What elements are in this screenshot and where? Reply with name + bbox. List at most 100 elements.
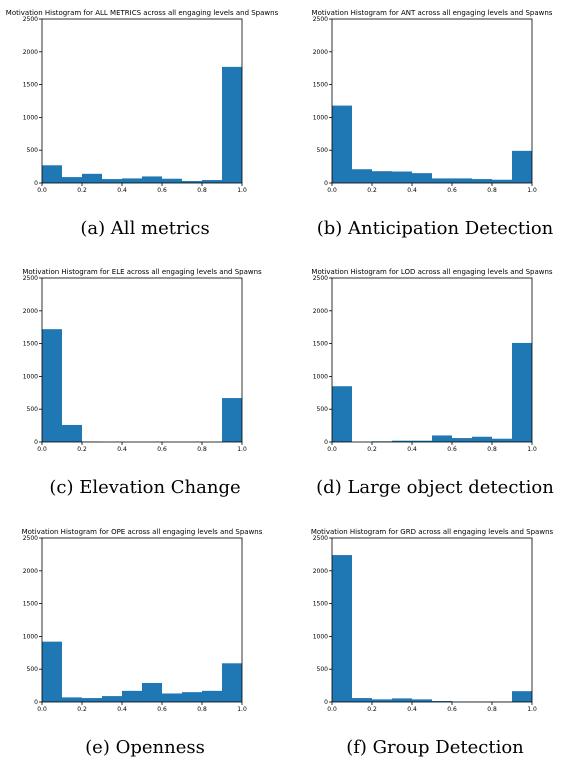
x-tick-label: 0.6 [157,706,167,713]
y-tick-label: 2500 [23,535,38,542]
x-tick-label: 0.2 [77,446,87,453]
histogram-bar [42,641,62,702]
histogram-bar [162,178,182,183]
y-tick-label: 500 [27,406,39,413]
x-tick-label: 0.0 [37,706,47,713]
histogram-bar [392,698,412,702]
histogram-bar [102,696,122,702]
caption-ant: (b) Anticipation Detection [316,218,554,239]
y-tick-label: 1000 [23,633,38,640]
caption-all-metrics: (a) All metrics [80,218,210,239]
histogram-all-metrics: Motivation Histogram for ALL METRICS acr… [6,9,279,194]
x-tick-label: 0.6 [447,446,457,453]
histogram-bar [62,697,82,702]
histogram-bar [432,435,452,442]
x-tick-label: 1.0 [237,187,247,194]
y-tick-label: 1000 [23,373,38,380]
plot-frame [331,537,533,703]
histogram-bar [162,693,182,702]
y-tick-label: 2500 [313,275,328,282]
plot-frame [41,18,243,184]
x-tick-label: 0.4 [407,187,417,194]
histogram-bar [452,178,472,183]
histogram-bar [202,690,222,702]
chart-title: Motivation Histogram for OPE across all … [22,528,263,536]
x-tick-label: 1.0 [527,706,537,713]
x-tick-label: 0.0 [327,187,337,194]
histogram-bar [492,179,512,183]
caption-lod: (d) Large object detection [316,477,554,498]
histogram-bar [222,663,242,702]
y-tick-label: 0 [324,439,328,446]
x-tick-label: 0.2 [367,706,377,713]
histogram-bar [142,176,162,183]
chart-title: Motivation Histogram for ELE across all … [22,268,262,276]
histogram-bar [222,66,242,183]
histogram-bar [352,169,372,183]
y-tick-label: 2000 [313,49,328,56]
histogram-bar [412,440,432,442]
x-tick-label: 0.2 [367,187,377,194]
y-tick-label: 500 [317,666,329,673]
histogram-bar [102,179,122,183]
y-tick-label: 1000 [313,114,328,121]
x-tick-label: 0.6 [157,446,167,453]
histogram-ant: Motivation Histogram for ANT across all … [312,9,553,194]
x-tick-label: 0.6 [447,187,457,194]
x-tick-label: 1.0 [237,446,247,453]
histogram-bar [412,699,432,702]
y-tick-label: 2500 [23,16,38,23]
plot-frame [41,277,243,443]
x-tick-label: 0.0 [327,706,337,713]
histogram-bar [42,329,62,442]
x-tick-label: 0.4 [407,446,417,453]
y-tick-label: 0 [34,439,38,446]
x-tick-label: 0.8 [197,706,207,713]
histogram-bar [512,150,532,183]
x-tick-label: 0.6 [157,187,167,194]
histogram-panel-lod: Motivation Histogram for LOD across all … [290,259,580,518]
histogram-bar [372,699,392,702]
chart-title: Motivation Histogram for GRD across all … [311,528,554,536]
y-tick-label: 1500 [313,601,328,608]
x-tick-label: 1.0 [527,187,537,194]
y-tick-label: 1000 [23,114,38,121]
x-tick-label: 0.8 [487,446,497,453]
histogram-ele: Motivation Histogram for ELE across all … [22,268,262,453]
x-tick-label: 0.6 [447,706,457,713]
y-tick-label: 2500 [313,535,328,542]
y-tick-label: 0 [324,180,328,187]
histogram-panel-ope: Motivation Histogram for OPE across all … [0,519,290,778]
histogram-bar [122,690,142,702]
x-tick-label: 0.4 [407,706,417,713]
y-tick-label: 1500 [23,82,38,89]
histogram-bar [332,386,352,442]
y-tick-label: 2000 [313,568,328,575]
histogram-bar [62,177,82,183]
chart-title: Motivation Histogram for ANT across all … [312,9,553,17]
x-tick-label: 1.0 [527,446,537,453]
y-tick-label: 1500 [313,82,328,89]
histogram-bar [452,438,472,442]
x-tick-label: 0.2 [77,706,87,713]
histogram-grd: Motivation Histogram for GRD across all … [311,528,554,713]
y-tick-label: 0 [34,699,38,706]
histogram-bar [412,173,432,183]
caption-ele: (c) Elevation Change [49,477,241,498]
histogram-bar [512,691,532,702]
histogram-bar [82,698,102,702]
y-tick-label: 1000 [313,373,328,380]
histogram-lod: Motivation Histogram for LOD across all … [311,268,553,453]
y-tick-label: 0 [34,180,38,187]
histogram-bar [472,179,492,183]
plot-frame [41,537,243,703]
y-tick-label: 1500 [23,341,38,348]
y-tick-label: 2000 [313,308,328,315]
histogram-bar [512,342,532,442]
caption-ope: (e) Openness [85,737,205,758]
y-tick-label: 1500 [23,601,38,608]
y-tick-label: 0 [324,699,328,706]
histogram-bar [432,701,452,702]
histogram-bar [182,181,202,183]
histogram-bar [332,555,352,702]
